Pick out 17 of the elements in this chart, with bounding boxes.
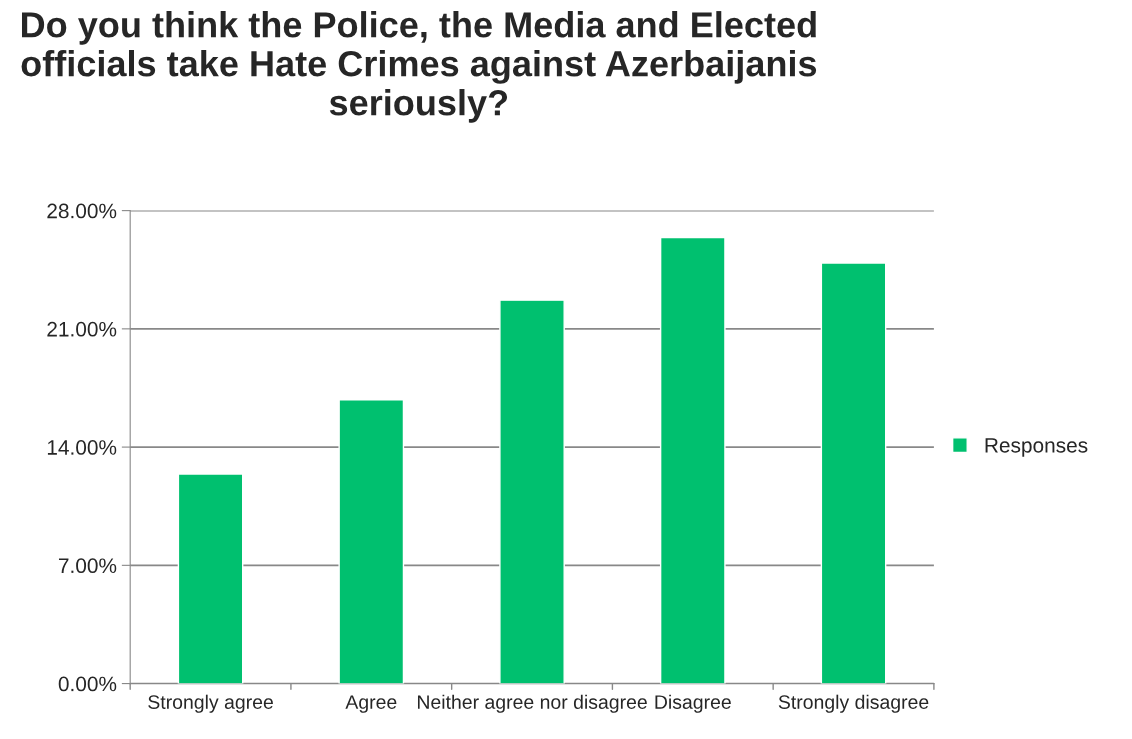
- y-tick-label: 14.00%: [47, 440, 117, 455]
- y-tick-label: 21.00%: [47, 321, 117, 337]
- y-tick-label: 0.00%: [58, 676, 117, 692]
- x-tick-label: Strongly agree: [148, 694, 273, 713]
- y-tick-label: 7.00%: [58, 558, 117, 574]
- bar: [659, 236, 726, 684]
- bar: [177, 473, 244, 684]
- chart-title: Do you think the Police, the Media and Elected officials take Hate Crimes against Azerbaijanis seriously?: [21, 11, 817, 123]
- x-tick-label: Disagree: [655, 694, 731, 713]
- legend-label: Responses: [985, 438, 1088, 457]
- bar: [499, 299, 565, 684]
- x-tick-label: Strongly disagree: [778, 694, 929, 713]
- y-tick-label: 28.00%: [47, 203, 117, 219]
- x-tick-label: Agree: [345, 695, 397, 713]
- x-tick-label: Neither agree nor disagree: [417, 694, 647, 713]
- bar: [820, 262, 887, 684]
- bar: [338, 399, 405, 684]
